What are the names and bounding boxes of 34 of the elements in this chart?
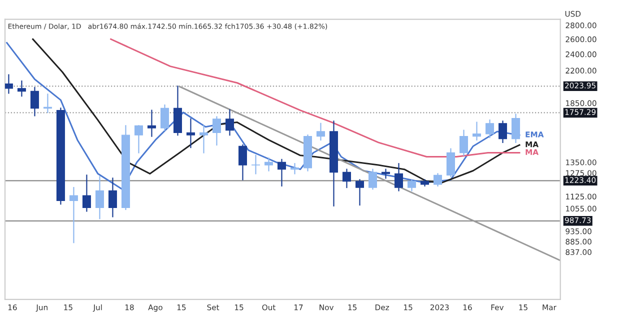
- candlestick: [251, 154, 260, 174]
- candlestick: [134, 125, 143, 154]
- candlestick: [225, 109, 234, 136]
- candlestick: [147, 110, 156, 137]
- candlestick: [30, 86, 39, 116]
- candlestick: [108, 178, 117, 218]
- candlestick: [498, 120, 508, 144]
- candlestick: [238, 144, 247, 180]
- candlestick: [434, 173, 442, 186]
- candlestick: [264, 158, 273, 172]
- candlestick: [382, 168, 390, 179]
- candlestick: [316, 122, 325, 141]
- candlestick: [95, 176, 104, 220]
- candlestick: [277, 158, 286, 186]
- candlestick: [446, 148, 456, 178]
- candlestick: [460, 130, 468, 156]
- candlestick: [290, 163, 299, 174]
- candlestick: [199, 125, 208, 154]
- candlestick: [82, 174, 91, 212]
- candlestick: [512, 114, 520, 144]
- candlestick: [186, 118, 195, 148]
- line-series: [110, 38, 520, 158]
- candlestick: [486, 120, 494, 138]
- candlestick: [394, 163, 404, 192]
- candlestick: [69, 186, 78, 244]
- candlestick: [212, 116, 221, 146]
- candlestick: [342, 168, 352, 188]
- candlestick: [160, 104, 169, 131]
- candlestick: [17, 80, 26, 97]
- candlestick: [408, 179, 416, 192]
- candlestick: [4, 74, 13, 94]
- candlestick: [368, 168, 378, 190]
- candlestick: [472, 122, 482, 141]
- candlestick: [356, 179, 364, 206]
